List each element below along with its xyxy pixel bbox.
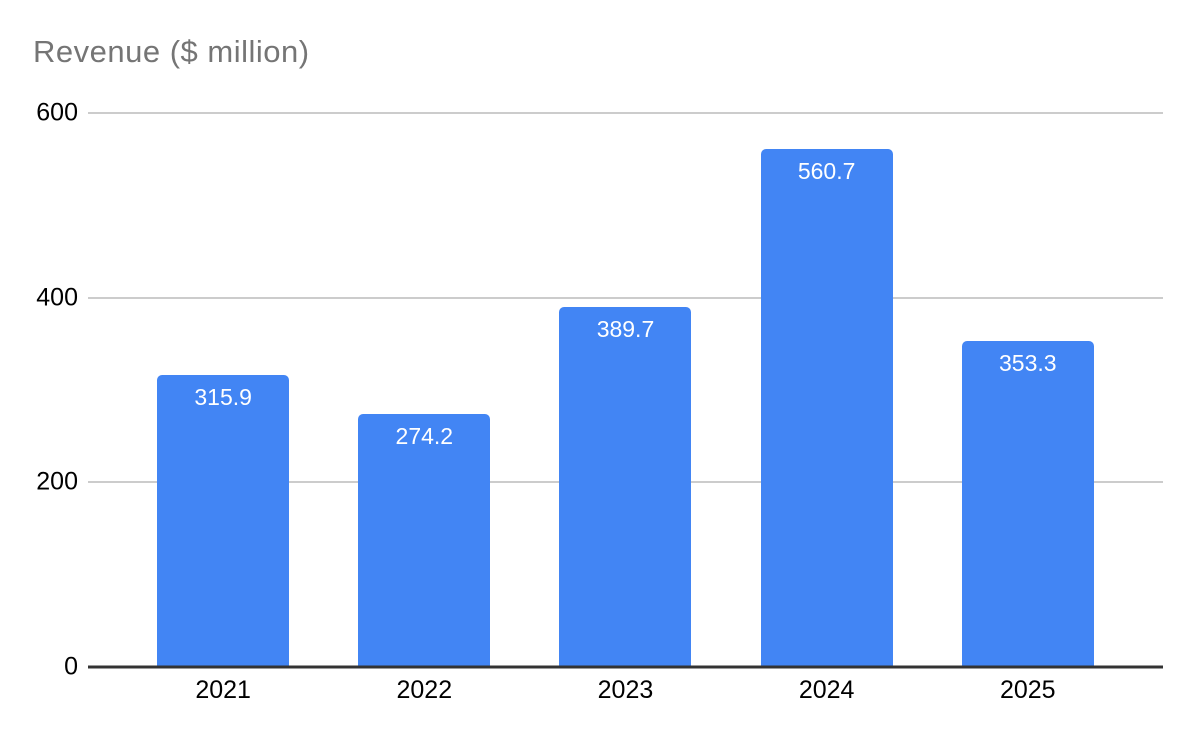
bar-2022[interactable]: 274.2	[358, 413, 491, 667]
x-axis-labels: 2021 2022 2023 2024 2025	[88, 676, 1163, 705]
gridline-600	[88, 112, 1163, 114]
bar-row: 315.9 274.2 389.7 560.7 353.3	[88, 113, 1163, 667]
x-axis-line	[88, 665, 1163, 669]
x-tick-label-2021: 2021	[195, 676, 251, 704]
bar-2023[interactable]: 389.7	[559, 307, 692, 667]
x-tick-label-2025: 2025	[999, 676, 1056, 704]
plot-area: 315.9 274.2 389.7 560.7 353.3 2021 2022 2023 20…	[36, 100, 1163, 704]
bar-2025[interactable]: 353.3	[961, 340, 1094, 667]
bar-2021[interactable]: 315.9	[157, 375, 290, 667]
bar-value-label: 274.2	[395, 422, 454, 449]
bar-value-label: 389.7	[596, 316, 655, 343]
chart-title: Revenue ($ million)	[33, 34, 310, 69]
y-tick-label-0: 0	[64, 652, 78, 681]
bar-2024[interactable]: 560.7	[760, 149, 893, 667]
bar-value-label: 560.7	[797, 158, 856, 185]
x-tick-label-2023: 2023	[597, 676, 654, 704]
x-tick-label-2022: 2022	[396, 676, 453, 704]
bar-value-label: 315.9	[194, 384, 252, 411]
bar-value-label: 353.3	[999, 349, 1057, 376]
y-tick-label-200: 200	[36, 467, 78, 496]
y-tick-label-400: 400	[36, 283, 78, 312]
x-tick-label-2024: 2024	[798, 676, 855, 704]
y-tick-label-600: 600	[36, 98, 78, 127]
gridline-400	[88, 296, 1163, 299]
